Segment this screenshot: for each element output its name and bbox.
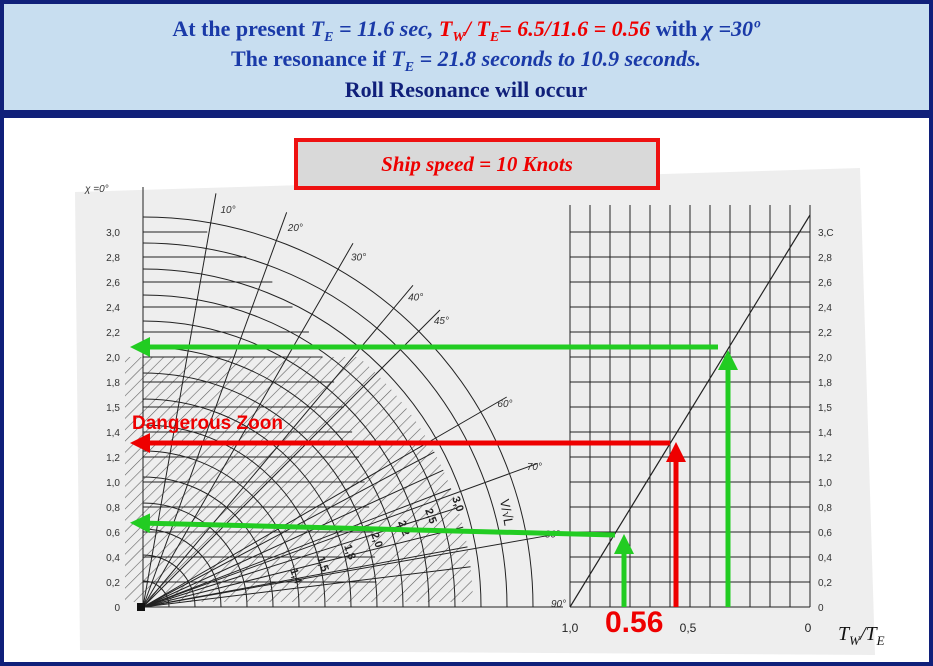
angle-label: 30° — [351, 253, 366, 264]
text: /T — [859, 623, 879, 645]
arrow — [130, 513, 616, 538]
diagonal — [569, 214, 811, 608]
text: T — [838, 623, 851, 645]
speed-label: 1,4 — [287, 567, 304, 586]
scale-label: 0,8 — [106, 503, 120, 514]
scale-label: 0,2 — [818, 578, 832, 589]
angle-label: 60° — [497, 399, 512, 410]
scale-label: 2,6 — [106, 278, 120, 289]
speed-label: 3,0 — [449, 495, 466, 513]
angle-label: χ =0° — [84, 184, 109, 195]
radial-line — [142, 212, 288, 608]
scale-label: 2,0 — [818, 353, 832, 364]
scale-label: 3,C — [818, 228, 834, 239]
text: T — [439, 16, 454, 41]
scale-label: 0 — [818, 603, 824, 614]
text: = 21.8 seconds to 10.9 seconds. — [414, 46, 701, 71]
speed-axis-label: V/√L — [497, 498, 516, 527]
angle-label: 70° — [527, 462, 542, 473]
scale-label: 0 — [114, 603, 120, 614]
origin — [137, 603, 145, 611]
polar-chart: χ =0°10°20°30°40°45°60°70°80°90°1,41,51,… — [84, 184, 566, 614]
header-line: At the present TE = 11.6 sec, TW/ TE= 6.… — [172, 16, 761, 45]
speed-line — [142, 451, 435, 608]
scale-label: 1,5 — [106, 403, 120, 414]
radial-line — [142, 284, 414, 608]
marker-label: 0.56 — [605, 606, 663, 639]
scale-label: 0,2 — [106, 578, 120, 589]
scale-label: 1,8 — [106, 378, 120, 389]
speed-label: 2,0 — [368, 531, 385, 549]
speed-label: 2,5 — [422, 507, 439, 525]
speed-line — [142, 469, 444, 608]
header-band — [0, 0, 933, 114]
scale-label: 2,4 — [818, 303, 832, 314]
speed-label: 1,5 — [314, 555, 331, 573]
text: E — [489, 30, 499, 45]
arrows — [130, 337, 738, 607]
speed-line — [142, 507, 458, 608]
angle-label: 10° — [220, 205, 235, 216]
angle-label: 20° — [287, 223, 303, 234]
angle-label: 45° — [434, 316, 449, 327]
text: W — [452, 30, 466, 45]
x-label: 1,0 — [562, 621, 579, 635]
radial-line — [142, 462, 538, 608]
radial-line — [142, 533, 557, 608]
radial-line — [142, 243, 354, 608]
scale-label: 0,8 — [818, 503, 832, 514]
scale-label: 2,6 — [818, 278, 832, 289]
speed-line — [142, 488, 452, 608]
scale-label: 2,4 — [106, 303, 120, 314]
scale-label: 1,5 — [818, 403, 832, 414]
speed-line — [142, 526, 464, 608]
text: χ =30º — [700, 16, 761, 41]
text: The resonance if — [231, 46, 391, 71]
x-label: 0,5 — [680, 621, 697, 635]
text: = 11.6 sec, — [333, 16, 438, 41]
scale-label: 2,8 — [818, 253, 832, 264]
x-axis-title: TW/TE — [838, 623, 885, 648]
text: T — [311, 16, 326, 41]
text: T — [391, 46, 406, 71]
scale-label: 0,6 — [818, 528, 832, 539]
text: E — [876, 633, 885, 648]
header-line: Roll Resonance will occur — [345, 77, 588, 102]
scale-label: 2,0 — [106, 353, 120, 364]
text: = 6.5/11.6 = 0.56 — [499, 16, 650, 41]
scale-label: 2,2 — [106, 328, 120, 339]
scale-label: 0,4 — [818, 553, 832, 564]
scale-label: 1,2 — [106, 453, 120, 464]
x-label: 0 — [805, 621, 812, 635]
angle-label: 90° — [551, 599, 566, 610]
speed-label: Ship speed = 10 Knots — [381, 152, 573, 176]
text: At the present — [172, 16, 310, 41]
zone-label: Dangerous Zoon — [132, 413, 283, 434]
scale-label: 2,2 — [818, 328, 832, 339]
scale-label: 1,8 — [818, 378, 832, 389]
scale-label: 2,8 — [106, 253, 120, 264]
radial-line — [142, 309, 441, 608]
header-line: The resonance if TE = 21.8 seconds to 10… — [231, 46, 701, 75]
text: W — [849, 633, 861, 648]
speed-box — [294, 138, 660, 190]
scale-label: 0,4 — [106, 553, 120, 564]
scale-label: 1,4 — [106, 428, 120, 439]
text: / T — [463, 16, 492, 41]
scale-label: 1,4 — [818, 428, 832, 439]
scale-label: 1,0 — [106, 478, 120, 489]
scale-label: 0,6 — [106, 528, 120, 539]
text: with — [650, 16, 703, 41]
text: E — [323, 30, 333, 45]
radial-line — [142, 396, 507, 608]
scale-label: 3,0 — [106, 228, 120, 239]
speed-line — [142, 566, 471, 608]
scale-label: 1,2 — [818, 453, 832, 464]
scale-label: 1,0 — [818, 478, 832, 489]
radial-line — [142, 193, 217, 608]
text: E — [404, 60, 414, 75]
angle-label: 40° — [408, 293, 423, 304]
speed-line — [142, 546, 468, 608]
